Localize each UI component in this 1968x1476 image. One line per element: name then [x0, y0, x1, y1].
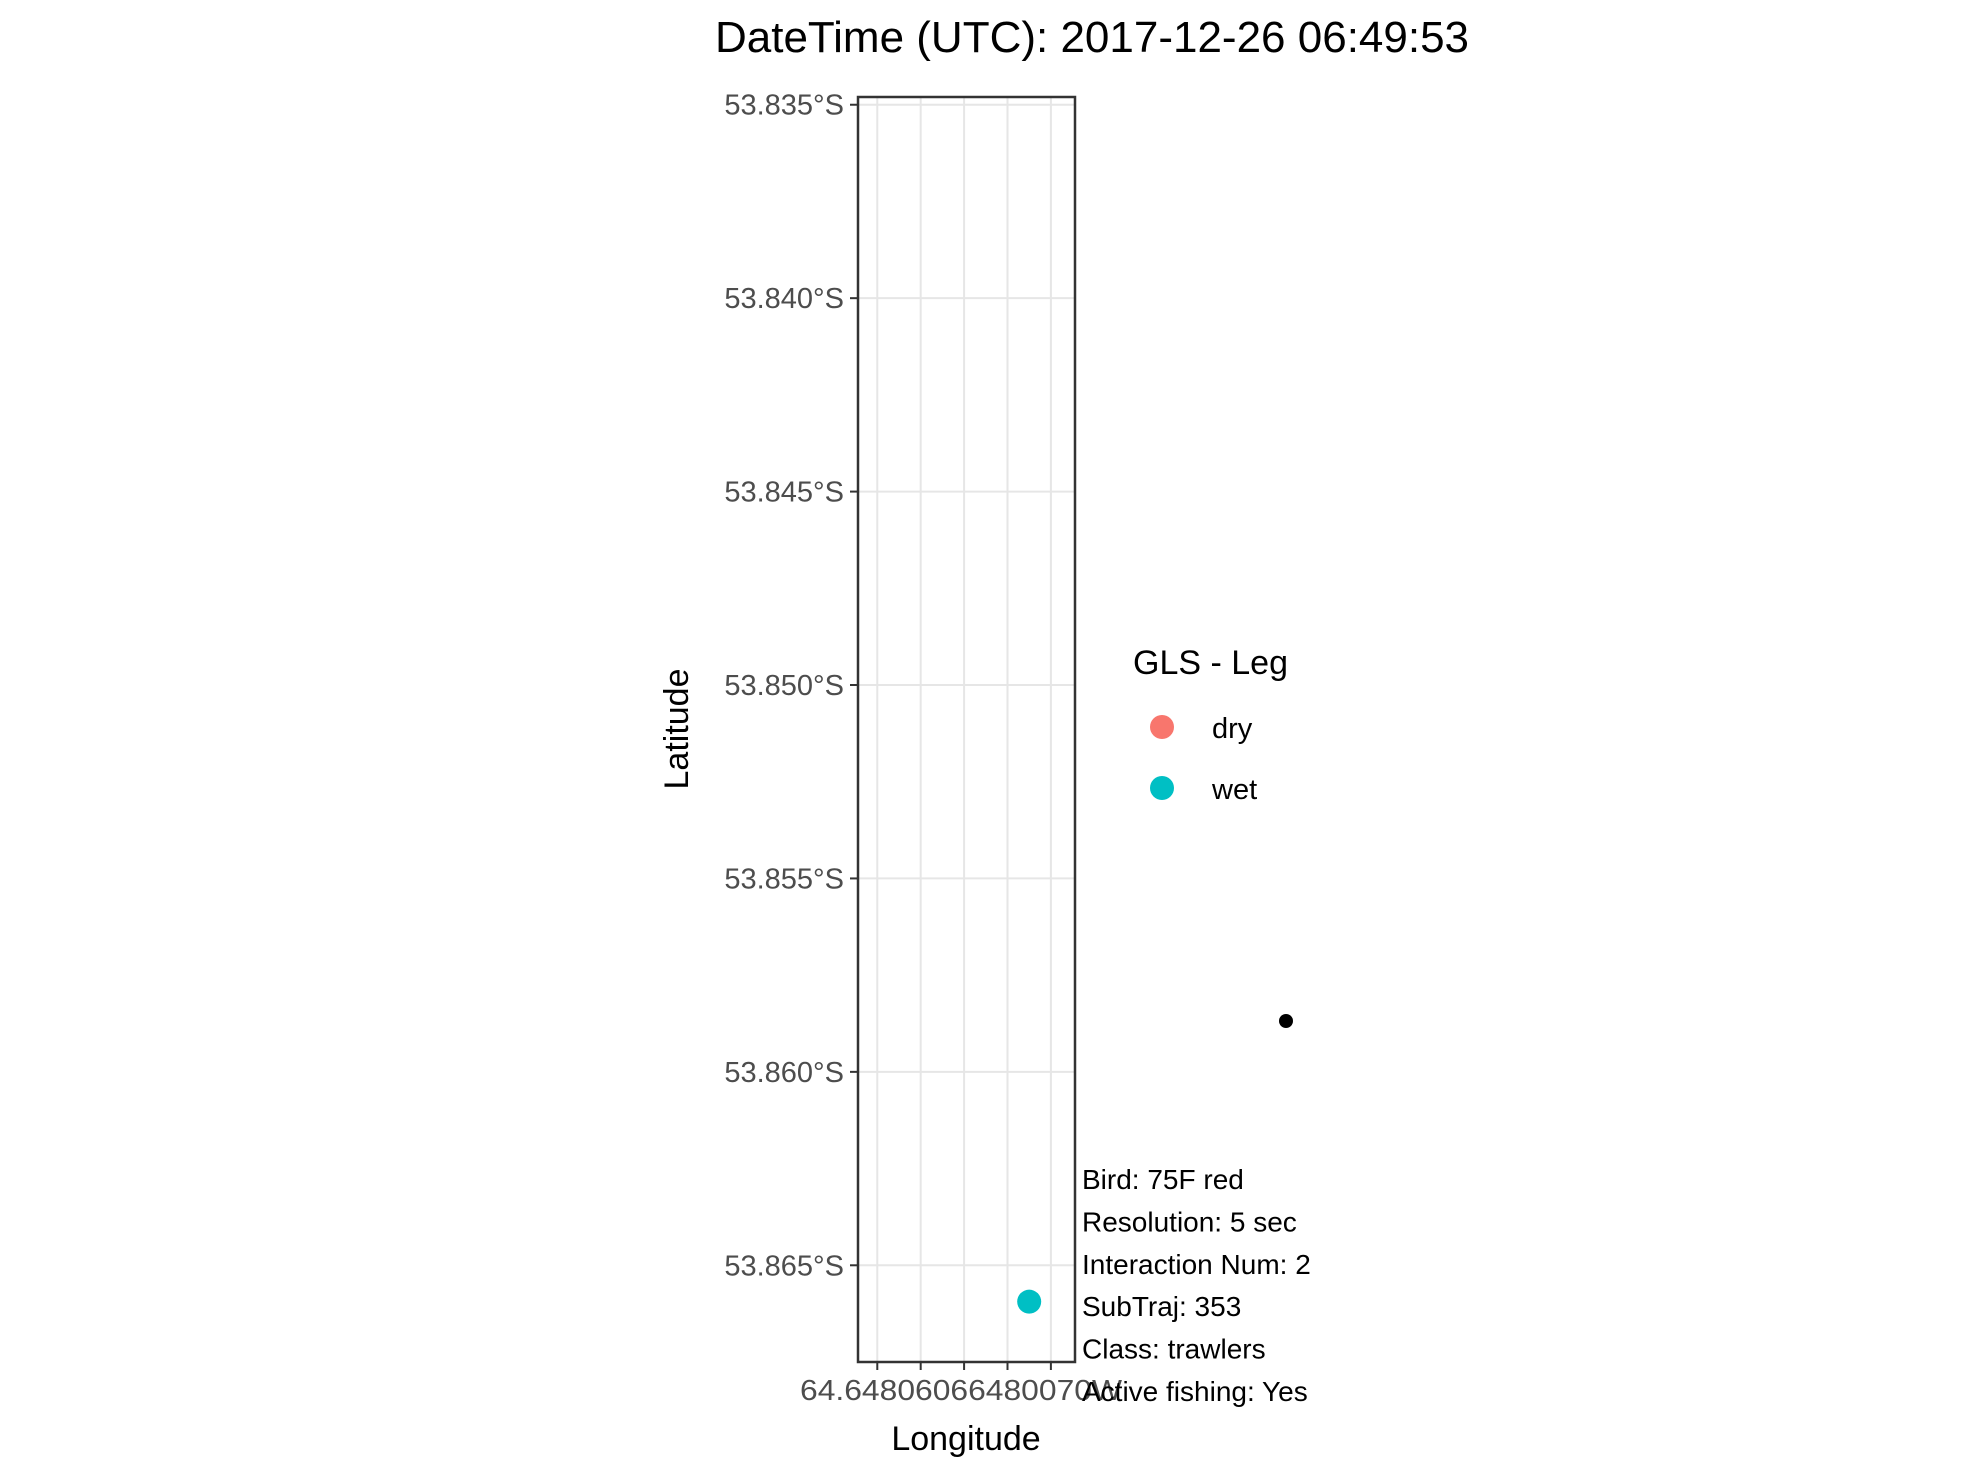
legend-items: dry wet: [1150, 713, 1257, 806]
legend-label-wet: wet: [1211, 774, 1257, 806]
y-tick-label: 53.860°S: [724, 1057, 844, 1089]
plot-panel-border: [856, 95, 1077, 1364]
y-tick-label: 53.850°S: [724, 670, 844, 702]
info-annotation: Bird: 75F red Resolution: 5 sec Interactio…: [1082, 1164, 1311, 1407]
y-tick-label: 53.840°S: [724, 283, 844, 315]
info-line: Active fishing: Yes: [1082, 1376, 1308, 1407]
y-tick-label: 53.855°S: [724, 863, 844, 895]
data-point-wet: [1017, 1289, 1042, 1314]
chart-title: DateTime (UTC): 2017-12-26 06:49:53: [715, 13, 1469, 62]
info-line: SubTraj: 353: [1082, 1291, 1241, 1322]
x-axis-title: Longitude: [891, 1420, 1040, 1458]
data-points: [1017, 1289, 1042, 1314]
y-axis: 53.835°S 53.840°S 53.845°S 53.850°S 53.855°S…: [724, 90, 858, 1282]
info-line: Resolution: 5 sec: [1082, 1206, 1297, 1237]
info-line: Interaction Num: 2: [1082, 1249, 1311, 1280]
y-axis-title: Latitude: [658, 669, 696, 790]
legend: GLS - Leg dry wet: [1133, 644, 1288, 806]
legend-key-wet: [1150, 776, 1174, 800]
y-tick-label: 53.845°S: [724, 477, 844, 509]
info-line: Bird: 75F red: [1082, 1164, 1244, 1195]
plot-grid: [858, 97, 1075, 1362]
y-tick-label: 53.835°S: [724, 90, 844, 122]
legend-label-dry: dry: [1212, 713, 1253, 745]
x-axis: 64.64806066480070W: [800, 1362, 1123, 1407]
legend-title: GLS - Leg: [1133, 644, 1288, 682]
stray-point-marker: [1279, 1014, 1293, 1028]
x-tick-labels: 64.64806066480070W: [800, 1375, 1123, 1407]
info-line: Class: trawlers: [1082, 1334, 1266, 1365]
y-tick-label: 53.865°S: [724, 1250, 844, 1282]
legend-key-dry: [1150, 715, 1174, 739]
